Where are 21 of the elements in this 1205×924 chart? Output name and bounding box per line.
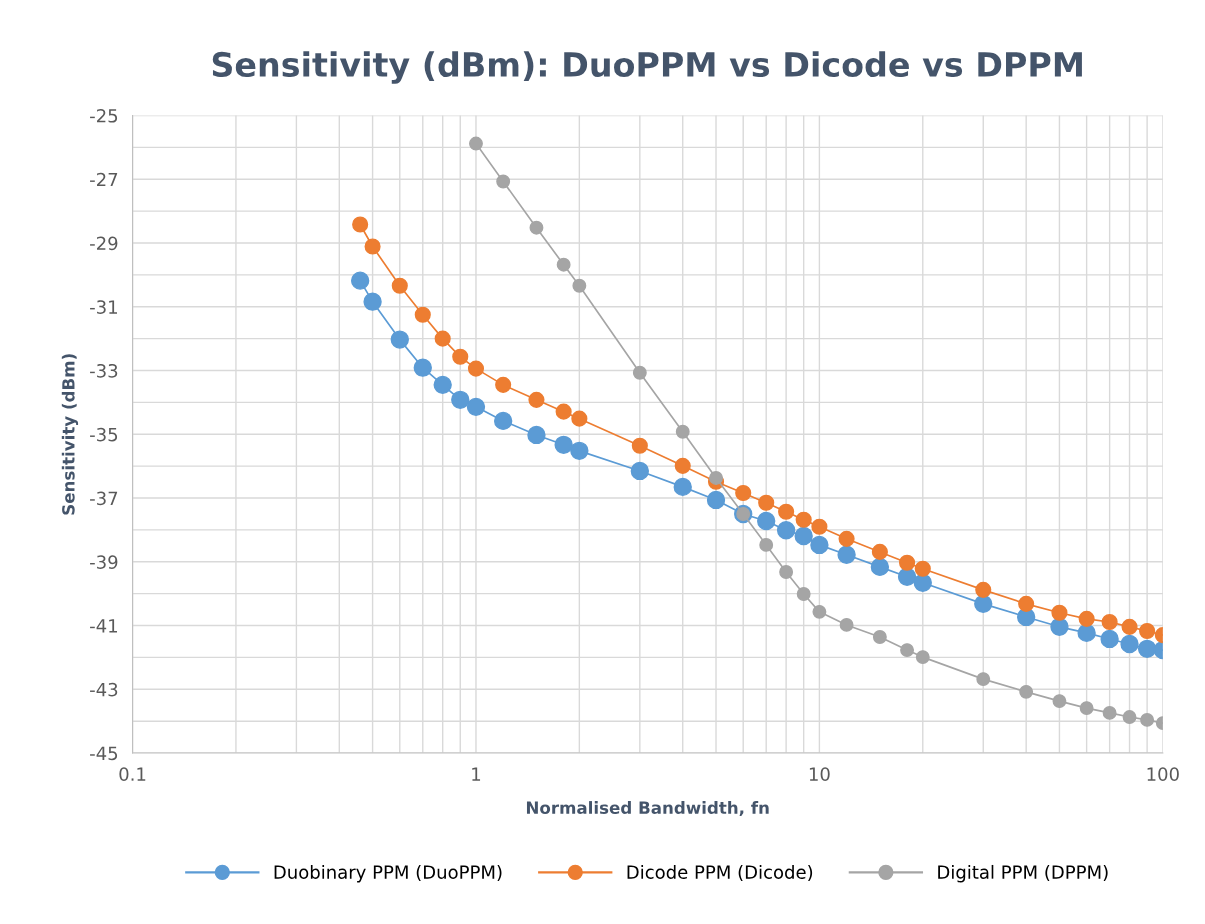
- x-axis-title: Normalised Bandwidth, fn: [526, 801, 769, 817]
- y-tick-label: -39: [90, 555, 118, 569]
- legend-label: Digital PPM (DPPM): [938, 864, 1108, 883]
- y-axis-title: Sensitivity (dBm): [61, 354, 79, 515]
- x-tick-label: 1: [472, 767, 481, 781]
- y-tick-label: -41: [90, 619, 117, 633]
- y-tick-label: -33: [90, 363, 118, 378]
- y-tick-label: -25: [90, 108, 118, 123]
- x-tick-label: 0.1: [119, 767, 146, 781]
- y-tick-label: -35: [90, 427, 118, 442]
- y-tick-label: -31: [90, 300, 117, 314]
- y-tick-label: -29: [90, 236, 118, 251]
- x-tick-label: 10: [809, 767, 830, 781]
- legend-label: Dicode PPM (Dicode): [627, 864, 813, 882]
- legend-label: Duobinary PPM (DuoPPM): [274, 864, 502, 883]
- chart-title: Sensitivity (dBm): DuoPPM vs Dicode vs DPPM: [212, 51, 1082, 84]
- y-tick-label: -43: [90, 682, 118, 697]
- y-tick-label: -45: [90, 746, 118, 761]
- y-tick-label: -37: [90, 491, 118, 506]
- x-tick-label: 100: [1147, 767, 1179, 781]
- y-tick-label: -27: [90, 172, 118, 187]
